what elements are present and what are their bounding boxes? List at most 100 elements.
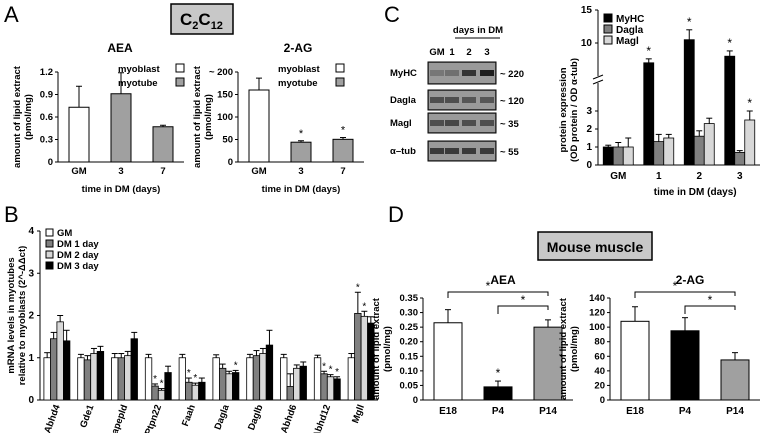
legend-swatch (603, 24, 613, 34)
legend-label: DM 1 day (57, 239, 99, 250)
y-tick-label: 1.2 (40, 67, 53, 78)
y-tick-label: 2 (28, 311, 34, 322)
blot-row-label: Dagla (390, 95, 417, 106)
bar (683, 39, 695, 166)
significance-star: * (687, 15, 692, 29)
legend-swatch (175, 63, 185, 73)
significance-star: * (160, 379, 164, 390)
bar (653, 141, 665, 166)
y-tick-label: 2 (586, 124, 592, 135)
y-axis-label: amount of lipid extract (371, 297, 382, 400)
chart-title: 2-AG (676, 273, 705, 287)
significance-star: * (646, 44, 651, 58)
bar (56, 321, 64, 401)
y-tick-label: 0 (28, 395, 34, 406)
x-axis-label: time in DM (days) (82, 184, 161, 195)
bar (50, 338, 58, 401)
x-tick-label: 3 (118, 166, 123, 177)
significance-star: * (153, 374, 157, 385)
bar (286, 386, 294, 401)
bar (265, 344, 274, 401)
y-axis-label: (OD protein / OD α-tub) (569, 58, 580, 162)
bar (68, 106, 90, 163)
x-tick-label: E18 (439, 406, 457, 417)
bar (670, 330, 700, 401)
x-tick-label: Mgll (350, 403, 367, 425)
blot-band (462, 97, 476, 103)
y-tick-label: 3 (28, 268, 34, 279)
legend-swatch (603, 13, 613, 23)
bar (212, 357, 220, 401)
x-tick-label: 1 (656, 171, 662, 182)
y-tick-label: 0.20 (400, 337, 419, 348)
blot-row-label: α–tub (390, 146, 416, 157)
y-tick-label: 100 (589, 322, 605, 333)
y-tick-label: 1 (28, 353, 34, 364)
blot-size-label: ~ 220 (500, 69, 524, 80)
y-axis-label: protein expression (558, 67, 569, 152)
legend-label: DM 3 day (57, 261, 99, 272)
y-tick-label: 15 (581, 5, 593, 16)
y-tick-label: 0 (586, 160, 592, 171)
significance-star: * (193, 373, 197, 384)
x-tick-label: Gde1 (78, 403, 97, 430)
x-tick-label: Faah (180, 403, 198, 428)
blot-band (430, 97, 444, 103)
y-axis-label: (pmol/mg) (23, 94, 34, 140)
x-tick-label: P4 (492, 406, 505, 417)
legend-label: myotube (278, 78, 318, 89)
x-tick-label: P14 (539, 406, 557, 417)
bar (130, 338, 138, 401)
bar (198, 381, 206, 401)
mouse-muscle-box (537, 231, 653, 261)
bar (533, 326, 563, 401)
c2c12-label: C2C12 (180, 10, 223, 32)
significance-star: * (362, 301, 366, 312)
legend-swatch (175, 77, 185, 87)
blot-band (480, 120, 494, 126)
bar (157, 389, 166, 401)
blot-band (430, 70, 444, 76)
y-axis-label: amount of lipid extract (558, 297, 569, 400)
legend-swatch (335, 63, 345, 73)
x-tick-label: Daglb (246, 403, 265, 432)
bar (326, 376, 335, 401)
blot-band (462, 70, 476, 76)
blot-band (445, 120, 459, 126)
significance-star: * (335, 367, 339, 378)
x-tick-label: Dagla (213, 403, 232, 432)
legend-swatch (45, 261, 54, 270)
bar (332, 138, 354, 163)
x-tick-label: P14 (726, 406, 744, 417)
bracket-star: * (673, 279, 678, 293)
y-axis-label: (pmol/mg) (203, 94, 214, 140)
bar (191, 384, 200, 401)
blot-lane-label: 2 (466, 47, 471, 58)
x-tick-label: Abhd4 (42, 403, 63, 433)
x-tick-label: 7 (340, 166, 345, 177)
y-tick-label: 0 (48, 157, 53, 168)
bar (724, 55, 736, 166)
legend-swatch (45, 250, 54, 259)
y-tick-label: 3 (586, 106, 592, 117)
y-tick-label: 80 (594, 337, 605, 348)
blot-row-label: Magl (390, 118, 412, 129)
blot-lane-label: 3 (484, 47, 489, 58)
y-tick-label: 100 (217, 112, 233, 123)
blot-lane-label: GM (429, 47, 444, 58)
bar (483, 386, 513, 401)
x-tick-label: Abhd12 (311, 403, 333, 433)
bar (83, 359, 92, 401)
x-tick-label: GM (610, 171, 626, 182)
bar (178, 357, 187, 401)
bar (602, 146, 614, 166)
significance-bracket (497, 305, 549, 314)
bar (231, 372, 240, 401)
bar (77, 357, 85, 401)
y-axis-label: (pmol/mg) (569, 326, 580, 372)
blot-lane-label: 1 (449, 47, 455, 58)
x-tick-label: 7 (160, 166, 165, 177)
y-tick-label: 0.25 (400, 322, 419, 333)
x-tick-label: GM (71, 166, 86, 177)
legend-label: MyHC (616, 14, 644, 25)
